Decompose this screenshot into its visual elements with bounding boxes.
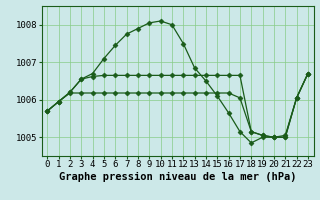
X-axis label: Graphe pression niveau de la mer (hPa): Graphe pression niveau de la mer (hPa) — [59, 172, 296, 182]
